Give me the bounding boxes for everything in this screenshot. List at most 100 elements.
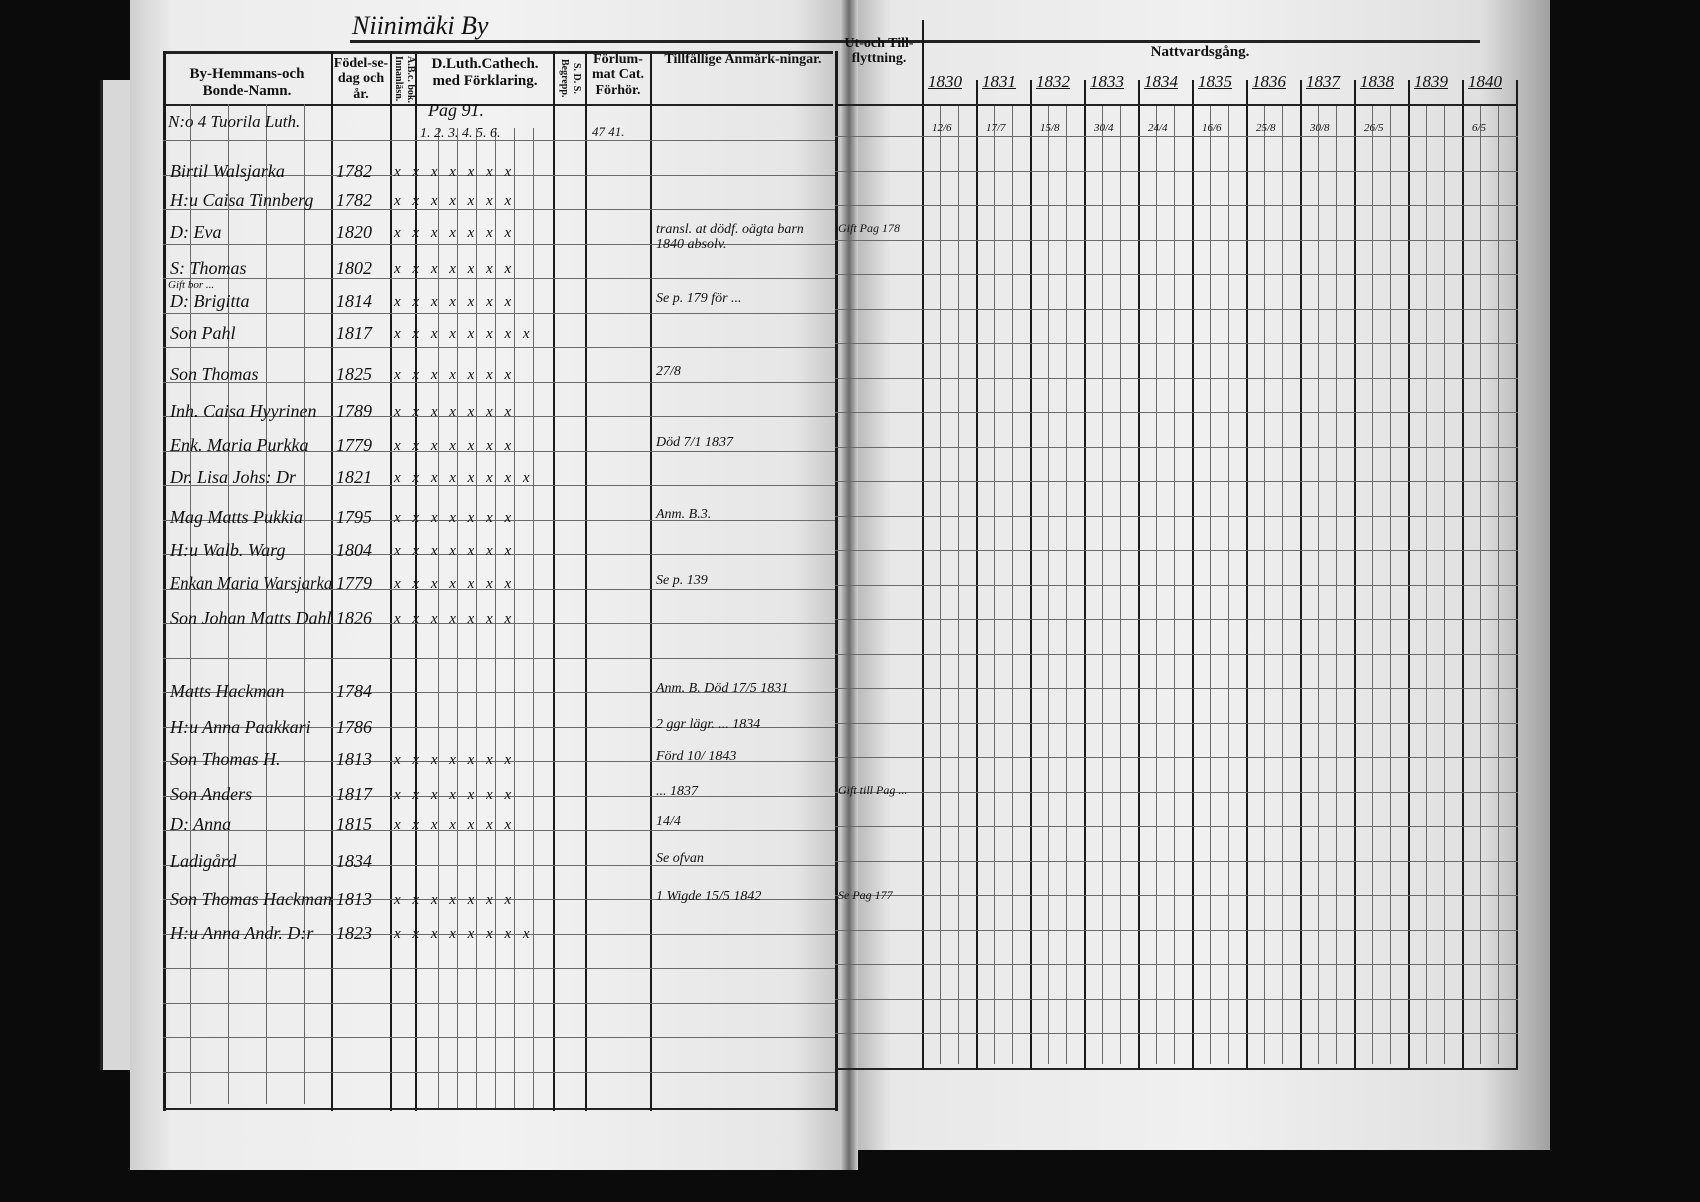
catechism-numbers: 1. 2. 3. 4. 5. 6. — [420, 126, 501, 141]
year-rule — [922, 104, 1518, 106]
year-subcolumn-rule — [1228, 104, 1229, 1064]
year-header: 1836 — [1252, 72, 1286, 91]
year-column-rule — [976, 80, 978, 1070]
year-subcolumn-rule — [1048, 104, 1049, 1064]
person-name: H:u Anna Andr. D:r — [170, 923, 314, 943]
row-rule — [163, 623, 835, 624]
year-subcolumn-rule — [1372, 104, 1373, 1064]
year-header: 1839 — [1414, 72, 1448, 91]
subcolumn-rule — [228, 104, 229, 1104]
birth-year: 1786 — [336, 717, 372, 737]
catechism-marks: x x x x x x x — [394, 817, 516, 833]
row-rule — [163, 209, 835, 210]
birth-year: 1782 — [336, 161, 372, 181]
row-rule — [835, 515, 1518, 517]
year-column-rule — [1246, 80, 1248, 1070]
year-header: 1840 — [1468, 72, 1502, 91]
column-rule — [390, 51, 392, 1111]
catechism-marks: x x x x x x x — [394, 294, 516, 310]
catechism-marks: x x x x x x x — [394, 510, 516, 526]
birth-year: 1834 — [336, 851, 372, 871]
title-rule — [350, 40, 1480, 43]
remark: Se p. 179 för ... — [656, 291, 742, 306]
row-rule — [835, 377, 1518, 379]
left-page — [130, 0, 851, 1170]
row-rule — [163, 554, 835, 555]
row-rule — [835, 688, 1518, 689]
year-subcolumn-rule — [1426, 104, 1427, 1064]
subcolumn-rule — [266, 104, 267, 1104]
communion-date: 15/8 — [1040, 122, 1060, 134]
person-name: H:u Anna Paakkari — [170, 717, 311, 737]
row-rule — [163, 1071, 835, 1073]
subcolumn-rule — [438, 128, 439, 1108]
row-rule — [163, 416, 835, 417]
row-rule — [163, 243, 835, 245]
year-subcolumn-rule — [1012, 104, 1013, 1064]
catechism-marks: x x x x x x x x — [394, 470, 534, 486]
birth-year: 1802 — [336, 258, 372, 278]
catechism-marks: x x x x x x x — [394, 787, 516, 803]
column-rule — [835, 51, 838, 1111]
year-column-rule — [1516, 80, 1518, 1070]
person-name: H:u Caisa Tinnberg — [170, 190, 314, 210]
person-name: Son Johan Matts Dahl — [170, 608, 332, 628]
page-reference: Pag 91. — [428, 100, 484, 120]
row-rule — [163, 347, 835, 348]
row-rule — [163, 485, 835, 486]
row-rule — [163, 312, 835, 314]
year-column-rule — [1030, 80, 1032, 1070]
birth-year: 1784 — [336, 681, 372, 701]
subcolumn-rule — [457, 128, 458, 1108]
year-header: 1833 — [1090, 72, 1124, 91]
header-catechism: D.Luth.Cathech. med Förklaring. — [431, 56, 539, 89]
person-name: Son Thomas — [170, 364, 259, 384]
row-rule — [835, 550, 1518, 551]
row-rule — [835, 964, 1518, 965]
year-subcolumn-rule — [994, 104, 995, 1064]
column-rule — [331, 51, 333, 1111]
header-names: By-Hemmans-och Bonde-Namn. — [189, 66, 305, 99]
birth-year: 1782 — [336, 190, 372, 210]
catechism-marks: x x x x x x x — [394, 611, 516, 627]
row-rule — [835, 170, 1518, 172]
row-rule — [163, 830, 835, 831]
year-subcolumn-rule — [940, 104, 941, 1064]
year-column-rule — [1408, 80, 1410, 1070]
row-rule — [835, 481, 1518, 482]
moving-note: Se Pag 177 — [838, 888, 893, 902]
subcolumn-rule — [533, 128, 534, 1108]
forhor-first: 47 41. — [592, 124, 625, 139]
right-page — [856, 0, 1550, 1150]
row-rule — [163, 864, 835, 866]
catechism-marks: x x x x x x x x — [394, 926, 534, 942]
year-subcolumn-rule — [1156, 104, 1157, 1064]
year-header: 1837 — [1306, 72, 1340, 91]
row-rule — [835, 343, 1518, 344]
subcolumn-rule — [190, 104, 191, 1104]
moving-note: Gift till Pag ... — [838, 783, 908, 797]
row-rule — [835, 584, 1518, 586]
birth-year: 1813 — [336, 889, 372, 909]
catechism-marks: x x x x x x x x — [394, 326, 534, 342]
column-rule — [415, 51, 417, 1111]
subcolumn-rule — [514, 128, 515, 1108]
row-rule — [835, 446, 1518, 448]
row-rule — [163, 899, 835, 900]
catechism-marks: x x x x x x x — [394, 164, 516, 180]
row-rule — [163, 1037, 835, 1038]
header-bottom-rule — [163, 104, 833, 106]
row-rule — [163, 968, 835, 969]
row-rule — [835, 860, 1518, 862]
birth-year: 1817 — [336, 323, 372, 343]
header-remarks: Tillfällige Anmärk-ningar. — [664, 52, 822, 67]
row-rule — [163, 692, 835, 693]
header-top-rule — [163, 51, 833, 54]
farm-heading: N:o 4 Tuorila Luth. — [168, 112, 301, 131]
year-subcolumn-rule — [1066, 104, 1067, 1064]
column-rule — [650, 51, 652, 1111]
row-rule — [835, 826, 1518, 827]
year-column-rule — [1192, 80, 1194, 1070]
row-rule — [835, 791, 1518, 793]
year-column-rule — [1084, 80, 1086, 1070]
